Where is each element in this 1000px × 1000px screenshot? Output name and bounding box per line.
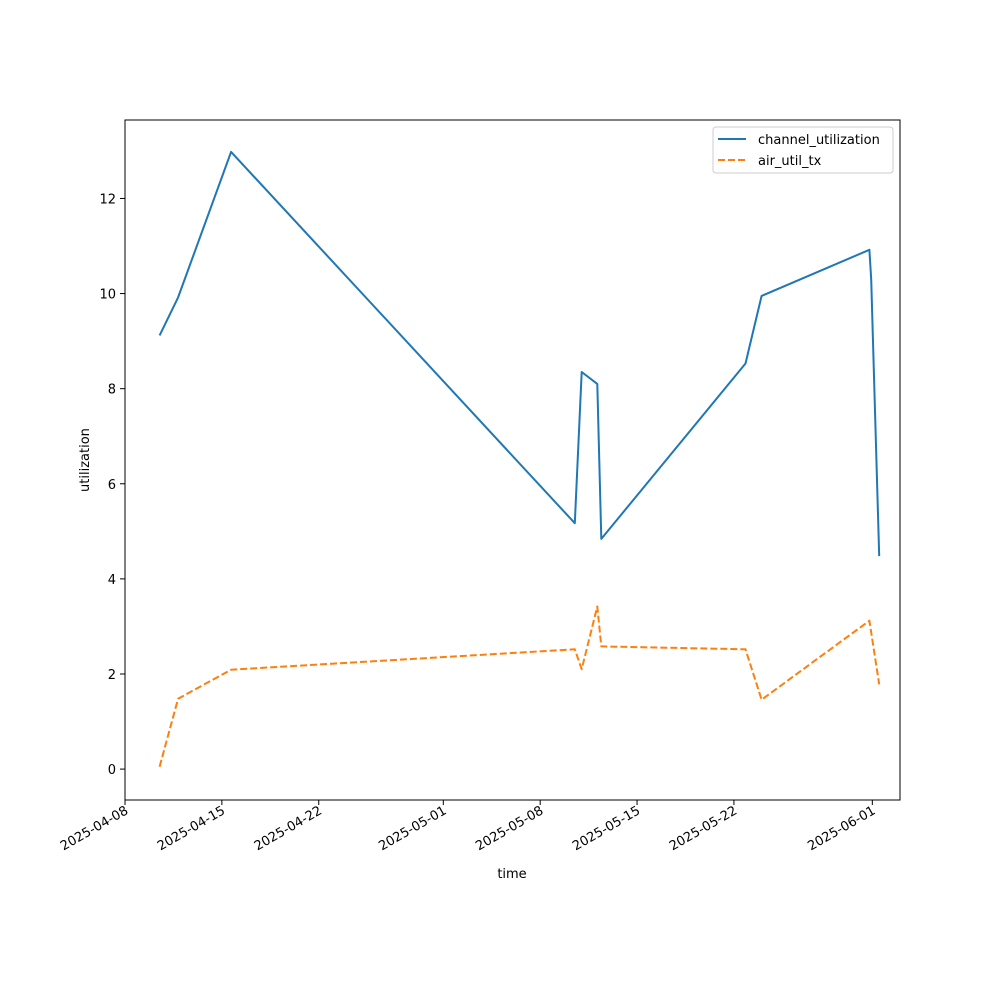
series-line-channel-utilization xyxy=(158,150,881,557)
y-tick-label: 2 xyxy=(108,668,116,683)
legend: channel_utilization air_util_tx xyxy=(712,126,894,174)
y-tick-label: 12 xyxy=(99,192,116,207)
y-tick-label: 6 xyxy=(108,478,116,493)
y-axis-ticks: 0 2 4 6 8 10 12 xyxy=(99,192,125,778)
y-tick-label: 4 xyxy=(108,573,116,588)
legend-label-channel-utilization: channel_utilization xyxy=(758,133,880,148)
legend-box xyxy=(712,126,894,174)
y-tick-label: 0 xyxy=(108,763,116,778)
x-axis-label: time xyxy=(497,867,526,882)
series-line-air-util-tx xyxy=(158,605,881,767)
series-layer xyxy=(158,150,881,767)
plot-frame xyxy=(124,119,901,801)
y-tick-label: 8 xyxy=(108,383,116,398)
y-tick-label: 10 xyxy=(99,288,116,303)
y-axis-label: utilization xyxy=(78,428,93,492)
legend-label-air-util-tx: air_util_tx xyxy=(758,154,822,169)
